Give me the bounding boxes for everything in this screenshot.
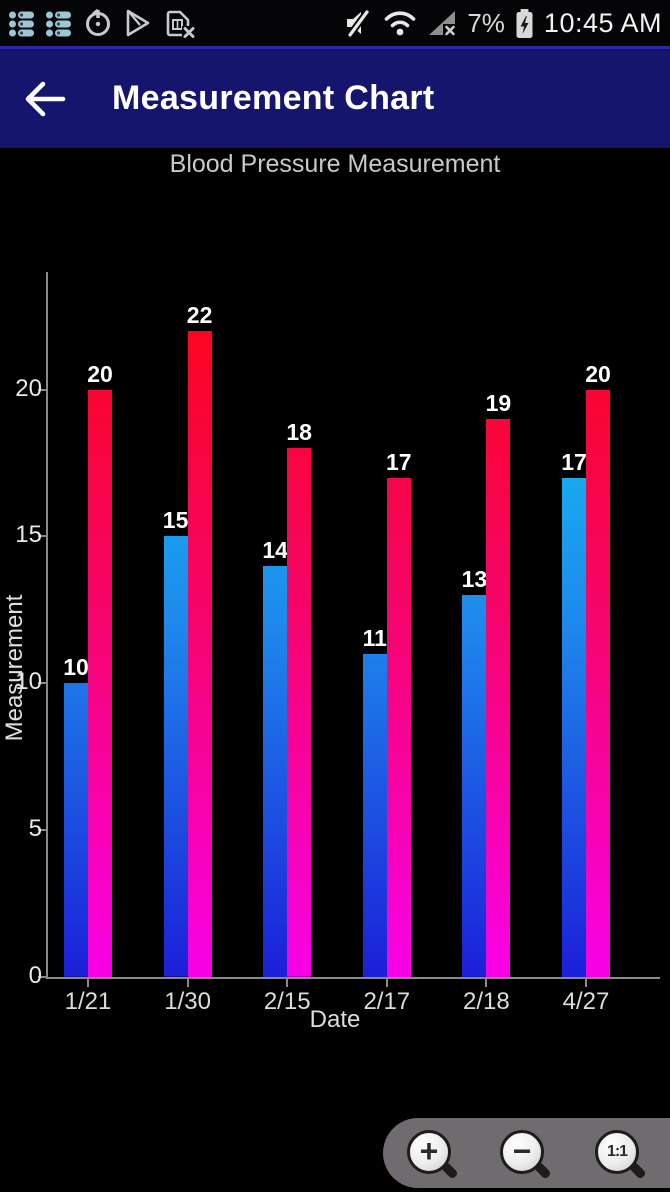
app-header: Measurement Chart <box>0 46 670 148</box>
bar-blue_bars[interactable] <box>462 595 487 977</box>
y-tick-label: 5 <box>28 815 42 843</box>
wifi-icon <box>385 11 416 36</box>
bar-value-label: 10 <box>63 654 89 681</box>
y-tick-mark <box>38 829 48 832</box>
x-tick-mark <box>585 979 587 987</box>
back-button[interactable] <box>22 79 68 119</box>
x-tick-label: 1/21 <box>64 988 112 1015</box>
bar-red_bars[interactable] <box>586 389 610 977</box>
y-tick-mark <box>38 682 48 685</box>
arrow-left-icon <box>25 81 66 116</box>
x-axis-title: Date <box>309 1006 361 1033</box>
x-tick-label: 1/30 <box>164 988 211 1015</box>
pill-list-icon <box>9 11 34 36</box>
status-bar-right: 7% 10:45 AM <box>343 8 662 39</box>
zoom-in-icon: + <box>407 1130 451 1174</box>
bar-blue_bars[interactable] <box>362 653 387 977</box>
x-tick-label: 2/18 <box>463 988 510 1015</box>
y-tick-mark <box>38 976 48 978</box>
battery-percent: 7% <box>467 7 505 38</box>
zoom-in-button[interactable]: + <box>407 1129 459 1180</box>
bar-value-label: 15 <box>162 507 189 534</box>
status-bar-left <box>8 7 196 39</box>
x-tick-mark <box>385 979 388 987</box>
status-bar: 7% 10:45 AM <box>0 0 670 46</box>
signal-x-icon <box>429 11 458 37</box>
chart-title: Blood Pressure Measurement <box>169 150 501 178</box>
bar-value-label: 20 <box>87 360 113 387</box>
bar-red_bars[interactable] <box>287 448 312 977</box>
sim-missing-icon <box>166 10 196 39</box>
x-tick-label: 2/17 <box>363 988 411 1015</box>
y-tick-label: 0 <box>28 962 42 989</box>
clock-text: 10:45 AM <box>543 7 662 38</box>
x-axis-line <box>46 977 660 979</box>
x-tick-mark <box>87 979 89 987</box>
pill-list-icon <box>46 11 71 36</box>
zoom-reset-button[interactable]: 1:1 <box>595 1129 647 1180</box>
y-axis-title: Measurement <box>1 594 28 742</box>
bar-blue_bars[interactable] <box>163 536 188 977</box>
bar-value-label: 17 <box>561 448 587 475</box>
x-tick-label: 2/15 <box>263 988 311 1015</box>
zoom-controls-pill: + − 1:1 <box>383 1118 670 1188</box>
page-title: Measurement Chart <box>112 79 435 117</box>
y-tick-label: 10 <box>15 668 42 696</box>
zoom-reset-icon: 1:1 <box>595 1130 639 1174</box>
bar-value-label: 19 <box>485 389 512 416</box>
bar-blue_bars[interactable] <box>64 683 88 977</box>
x-tick-label: 4/27 <box>562 988 610 1015</box>
bar-blue_bars[interactable] <box>562 477 586 977</box>
zoom-out-button[interactable]: − <box>500 1129 552 1180</box>
x-tick-mark <box>485 979 488 987</box>
bar-value-label: 22 <box>186 301 213 328</box>
y-tick-label: 20 <box>15 374 42 402</box>
x-tick-mark <box>186 979 189 987</box>
bar-value-label: 17 <box>386 448 412 475</box>
bar-value-label: 11 <box>362 624 387 651</box>
y-tick-label: 15 <box>15 521 42 549</box>
bar-red_bars[interactable] <box>486 418 511 977</box>
mute-icon <box>347 9 371 37</box>
timer-icon <box>86 8 110 36</box>
bar-value-label: 13 <box>461 566 488 593</box>
x-tick-mark <box>286 979 289 987</box>
bar-red_bars[interactable] <box>386 477 411 977</box>
battery-charging-icon <box>516 8 533 38</box>
bar-red_bars[interactable] <box>187 330 212 977</box>
bar-red_bars[interactable] <box>88 389 112 977</box>
y-tick-mark <box>38 388 48 391</box>
bar-value-label: 14 <box>262 536 288 563</box>
bar-value-label: 20 <box>585 360 611 387</box>
y-axis-line <box>46 272 48 979</box>
zoom-out-icon: − <box>500 1130 544 1174</box>
bar-blue_bars[interactable] <box>263 565 288 977</box>
bar-value-label: 18 <box>286 419 312 446</box>
play-store-icon <box>126 9 150 37</box>
y-tick-mark <box>38 535 48 538</box>
